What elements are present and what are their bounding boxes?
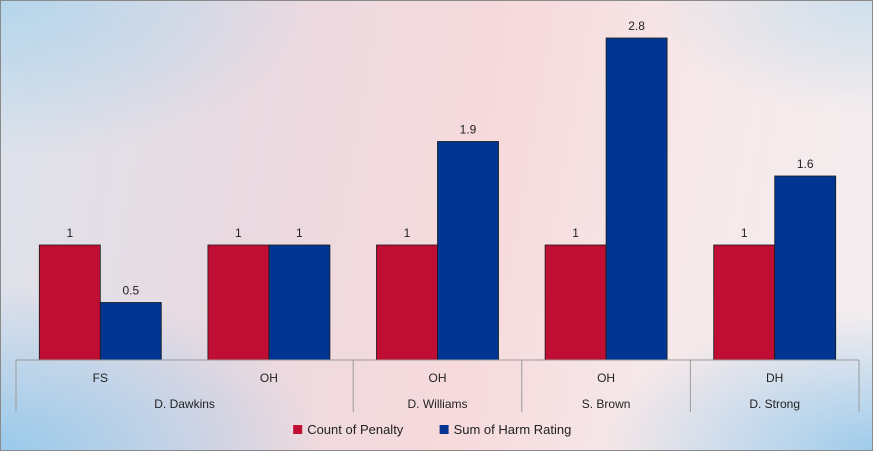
data-label: 1 xyxy=(741,226,748,240)
data-label: 1 xyxy=(572,226,579,240)
tick-label: OH xyxy=(597,371,615,385)
bar-count-of-penalty[interactable] xyxy=(207,244,270,361)
legend-swatch xyxy=(293,425,303,434)
data-label: 1 xyxy=(296,226,303,240)
bar-sum-of-harm-rating[interactable] xyxy=(437,141,499,361)
legend-label: Count of Penalty xyxy=(307,422,404,437)
data-label: 1.9 xyxy=(460,123,477,137)
group-label: D. Dawkins xyxy=(154,397,215,411)
group-label: S. Brown xyxy=(582,397,631,411)
bar-count-of-penalty[interactable] xyxy=(544,244,607,361)
tick-label: OH xyxy=(260,371,278,385)
data-label: 0.5 xyxy=(122,284,139,298)
data-label: 1 xyxy=(404,226,411,240)
group-label: D. Williams xyxy=(408,397,468,411)
group-label: D. Strong xyxy=(749,397,800,411)
bar-sum-of-harm-rating[interactable] xyxy=(605,37,668,361)
bar-count-of-penalty[interactable] xyxy=(376,244,438,361)
legend: Count of Penalty Sum of Harm Rating xyxy=(293,422,571,437)
data-label: 1 xyxy=(235,226,242,240)
data-label: 1 xyxy=(66,226,73,240)
legend-label: Sum of Harm Rating xyxy=(454,422,572,437)
data-label: 1.6 xyxy=(797,157,814,171)
bar-sum-of-harm-rating[interactable] xyxy=(774,175,837,361)
tick-label: DH xyxy=(766,371,783,385)
bar-count-of-penalty[interactable] xyxy=(38,244,101,361)
legend-swatch xyxy=(439,425,449,434)
data-label: 2.8 xyxy=(628,19,645,33)
tick-label: FS xyxy=(93,371,108,385)
bar-sum-of-harm-rating[interactable] xyxy=(99,302,162,361)
plot-area: 1 0.5 1 1 1 1.9 1 2.8 1 1.6 xyxy=(38,19,837,361)
tick-label: OH xyxy=(429,371,447,385)
bar-sum-of-harm-rating[interactable] xyxy=(268,244,331,361)
category-axis: FS OH OH OH DH D. Dawkins D. Williams S. Brown D… xyxy=(15,359,860,412)
bar-count-of-penalty[interactable] xyxy=(713,244,776,361)
